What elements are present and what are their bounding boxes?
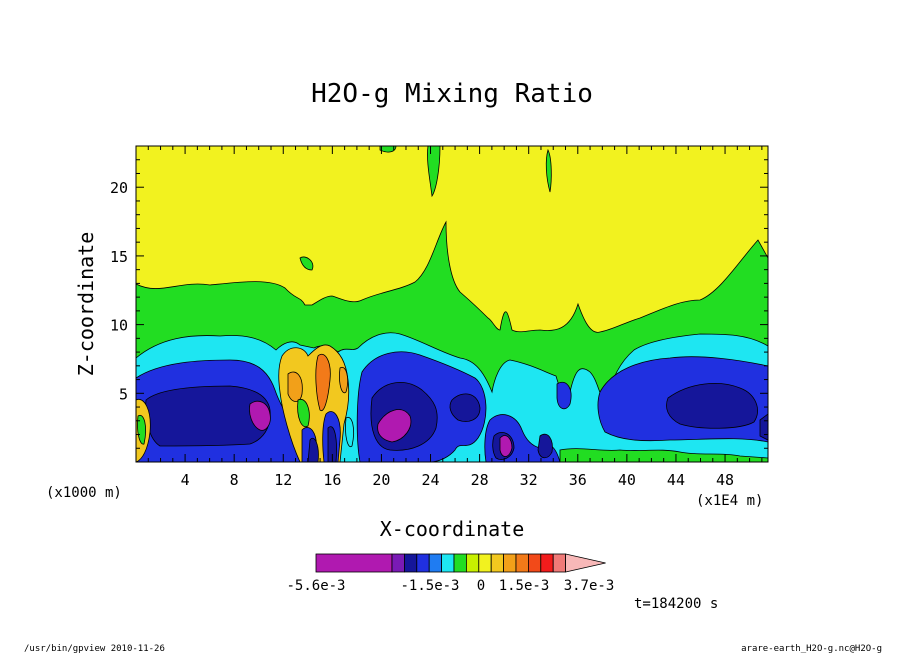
y-axis: 5 10 15 20	[110, 159, 768, 449]
x-tick-label: 4	[181, 471, 190, 489]
colorbar-segment	[441, 553, 455, 573]
x-tick-label: 44	[667, 471, 685, 489]
colorbar-arrow	[565, 553, 606, 573]
y-tick-label: 5	[119, 385, 128, 403]
x-tick-label: 28	[471, 471, 489, 489]
time-label: t=184200 s	[634, 596, 718, 612]
colorbar-segment	[540, 553, 554, 573]
colorbar-tick-label: 0	[477, 578, 485, 594]
colorbar-segment	[403, 553, 418, 573]
colorbar-segment	[515, 553, 529, 573]
colorbar-tick-label: -5.6e-3	[286, 578, 345, 594]
colorbar-segment	[391, 553, 405, 573]
colorbar-tick-label: 3.7e-3	[564, 578, 615, 594]
plot-frame	[135, 145, 769, 463]
x-unit-right: (x1E4 m)	[696, 493, 763, 509]
x-tick-label: 40	[618, 471, 636, 489]
footer-left: /usr/bin/gpview 2010-11-26	[24, 644, 165, 654]
colorbar-segment	[428, 553, 443, 573]
colorbar-segment	[490, 553, 505, 573]
footer-right: arare-earth_H2O-g.nc@H2O-g	[741, 644, 882, 654]
y-tick-label: 20	[110, 179, 128, 197]
x-tick-label: 12	[274, 471, 292, 489]
x-tick-label: 16	[323, 471, 341, 489]
chart-title: H2O-g Mixing Ratio	[311, 79, 593, 109]
colorbar-segment	[465, 553, 480, 573]
x-tick-label: 32	[520, 471, 538, 489]
plot-area	[135, 145, 769, 463]
x-tick-label: 48	[716, 471, 734, 489]
x-tick-label: 20	[372, 471, 390, 489]
colorbar-segment	[416, 553, 430, 573]
colorbar-segment	[528, 553, 542, 573]
x-tick-label: 8	[230, 471, 239, 489]
x-axis-label: X-coordinate	[380, 517, 525, 541]
x-axis: 4 8 12 16 20 24 28 32 36 40 44 48	[147, 146, 763, 489]
x-tick-label: 24	[421, 471, 439, 489]
region-purple	[249, 400, 271, 431]
colorbar-tick-labels: -5.6e-3 -1.5e-3 0 1.5e-3 3.7e-3	[286, 578, 614, 594]
colorbar-segment	[503, 553, 517, 573]
colorbar-segment	[552, 553, 567, 573]
y-axis-label: Z-coordinate	[74, 232, 98, 377]
colorbar-segment	[478, 553, 492, 573]
colorbar-tick-label: 1.5e-3	[499, 578, 550, 594]
x-unit-left: (x1000 m)	[46, 485, 122, 501]
region-navy	[145, 385, 271, 447]
x-tick-label: 36	[569, 471, 587, 489]
y-tick-label: 15	[110, 248, 128, 266]
colorbar	[315, 553, 606, 573]
colorbar-tick-label: -1.5e-3	[400, 578, 459, 594]
colorbar-segment	[315, 553, 393, 573]
colorbar-segment	[453, 553, 467, 573]
y-tick-label: 10	[110, 317, 128, 335]
